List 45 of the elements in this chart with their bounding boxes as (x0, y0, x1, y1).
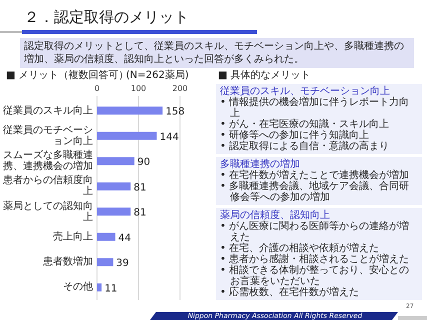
y-tick-label: スムーズな多職種連携、連携機会の増加 (2, 150, 93, 172)
text: • 相談できる体制が整っており、安心とのお言葉をいただいた (220, 265, 410, 287)
text: • 情報提供の機会増加に伴うレポート力向上 (220, 97, 410, 119)
data-label: 81 (134, 208, 146, 219)
text: • 患者から感謝・相談されることが増えた (220, 254, 410, 265)
y-tick-label: 患者からの信頼度向上 (2, 175, 93, 198)
data-label: 81 (134, 182, 146, 194)
chart-title: ２．認定取得のメリット (24, 8, 189, 26)
bar (97, 208, 131, 216)
text: • 在宅、介護の相談や依頼が増えた (220, 243, 380, 254)
y-tick-label: 薬局としての認知向上 (2, 200, 93, 223)
text: 認定取得のメリットとして、従業員のスキル、モチベーション向上や、多職種連携の増加、薬局の信頼度、認知向上といった回答が多くみられた。 (20, 38, 414, 68)
text: 従業員のスキル、モチベーション向上 (220, 86, 390, 97)
data-label: 158 (166, 106, 185, 118)
text: 多職種連携の増加 (220, 159, 301, 170)
text: ■ 具体的なメリット (218, 70, 311, 82)
x-tick-label: 0 (94, 84, 100, 93)
text: 薬局の信頼度、認知向上 (220, 210, 331, 221)
data-label: 90 (137, 157, 150, 168)
data-label: 144 (160, 132, 179, 143)
bar (97, 132, 157, 140)
y-tick-label: 従業員のスキル向上 (2, 105, 93, 116)
y-tick-label: 患者数増加 (42, 256, 93, 268)
text: • がん医療に関わる医師等からの連絡が増えた (220, 221, 410, 243)
x-tick-label: 200 (172, 84, 188, 93)
text: • がん・在宅医療の知識・スキル向上 (220, 119, 390, 130)
text: • 研修等への参加に伴う知識向上 (220, 130, 370, 141)
text: • 認定取得による自信・意識の高まり (220, 141, 390, 152)
y-tick-label: 従業員のモチベーション向上 (2, 124, 93, 147)
bar (97, 182, 131, 190)
bar (97, 232, 116, 241)
x-tick-label: 100 (130, 84, 146, 93)
bar (97, 157, 134, 166)
text: (N=262薬局) (126, 70, 189, 82)
text: • 応需枚数、在宅件数が増えた (220, 287, 360, 298)
text: • 在宅件数が増えたことで連携機会が増加 (220, 170, 410, 181)
y-tick-label: 売上向上 (52, 231, 93, 242)
data-label: 11 (104, 283, 118, 294)
y-tick-label: その他 (62, 282, 93, 293)
data-label: 39 (116, 258, 129, 270)
text: • 多職種連携会議、地域ケア会議、合同研修会等への参加の増加 (220, 181, 410, 203)
bar (97, 283, 102, 292)
data-label: 44 (118, 232, 131, 244)
bar (97, 106, 163, 115)
bar (97, 258, 114, 266)
